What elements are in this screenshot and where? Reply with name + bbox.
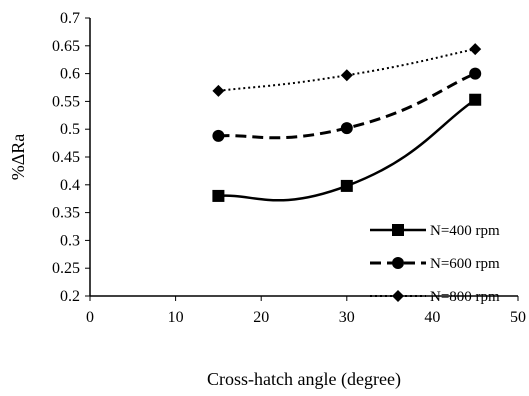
- legend-label: N=800 rpm: [430, 289, 500, 305]
- y-tick-label: 0.4: [60, 177, 80, 194]
- y-tick-label: 0.25: [52, 260, 80, 277]
- legend-marker-square: [392, 224, 404, 236]
- legend: N=400 rpm N=600 rpm N=800 rpm: [370, 223, 500, 305]
- y-tick-label: 0.5: [60, 121, 80, 138]
- y-tick-label: 0.35: [52, 205, 80, 222]
- x-tick-label: 30: [339, 309, 355, 326]
- y-tick-label: 0.55: [52, 93, 80, 110]
- data-point-square: [469, 93, 482, 106]
- series-3: [212, 43, 482, 97]
- data-point-diamond: [340, 69, 353, 82]
- x-tick-label: 20: [253, 309, 269, 326]
- y-tick-label: 0.65: [52, 38, 80, 55]
- data-point-circle: [469, 67, 482, 80]
- x-tick-label: 10: [168, 309, 184, 326]
- data-point-square: [340, 179, 353, 192]
- x-axis-title: Cross-hatch angle (degree): [207, 369, 401, 390]
- y-axis-title: %ΔRa: [8, 134, 28, 181]
- data-point-circle: [212, 129, 225, 142]
- y-tick-label: 0.3: [60, 232, 80, 249]
- legend-marker-circle: [392, 257, 404, 269]
- series-line: [218, 48, 476, 92]
- series-group: [212, 43, 482, 202]
- legend-label: N=600 rpm: [430, 256, 500, 272]
- legend-entry: N=800 rpm: [370, 289, 500, 305]
- y-tick-label: 0.7: [60, 10, 80, 27]
- y-tick-label: 0.6: [60, 66, 80, 83]
- legend-label: N=400 rpm: [430, 223, 500, 239]
- legend-entry: N=600 rpm: [370, 256, 500, 272]
- data-point-diamond: [469, 43, 482, 56]
- series-2: [212, 67, 482, 142]
- x-tick-label: 50: [510, 309, 526, 326]
- axis-ticks: 0.2 0.25 0.3 0.35 0.4 0.45 0.5 0.55 0.6 0.65 0.7 0 1…: [52, 10, 526, 326]
- y-tick-label: 0.2: [60, 288, 80, 305]
- legend-entry: N=400 rpm: [370, 223, 500, 239]
- series-1: [212, 93, 482, 202]
- x-tick-label: 40: [424, 309, 440, 326]
- y-tick-label: 0.45: [52, 149, 80, 166]
- data-point-circle: [340, 122, 353, 135]
- legend-marker-diamond: [392, 290, 404, 302]
- data-point-square: [212, 189, 225, 202]
- x-tick-label: 0: [86, 309, 94, 326]
- data-point-diamond: [212, 84, 225, 97]
